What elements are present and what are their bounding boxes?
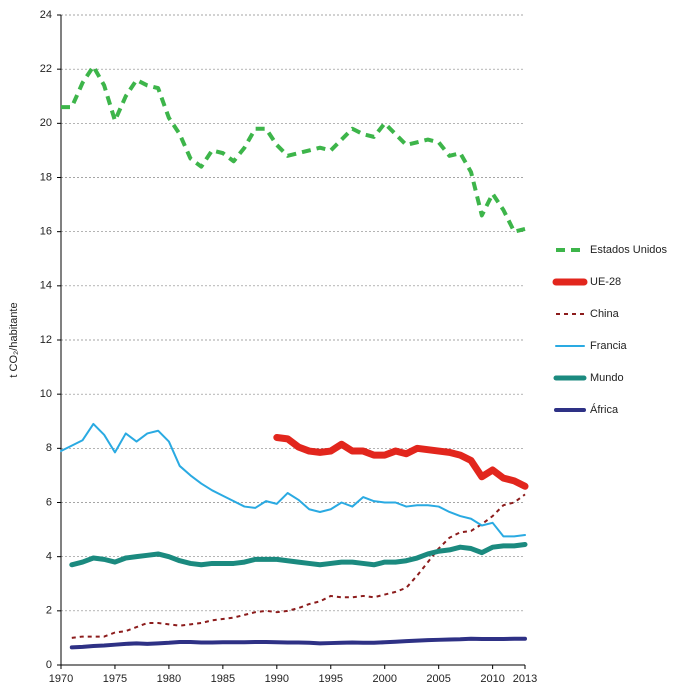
y-axis-label: t CO₂/habitante [8, 302, 20, 377]
y-tick-label: 10 [40, 388, 52, 400]
y-tick-label: 6 [46, 496, 52, 508]
legend-label: Mundo [590, 372, 624, 384]
legend-label: China [590, 308, 620, 320]
x-tick-label: 1990 [265, 673, 289, 685]
x-tick-label: 2013 [513, 673, 537, 685]
x-tick-label: 1985 [211, 673, 235, 685]
y-tick-label: 4 [46, 551, 52, 563]
y-tick-label: 2 [46, 605, 52, 617]
legend-label: UE-28 [590, 276, 621, 288]
line [60, 422, 526, 538]
y-tick-label: 20 [40, 117, 52, 129]
x-tick-label: 2005 [426, 673, 450, 685]
legend-label: África [590, 403, 619, 416]
x-tick-label: 1970 [49, 673, 73, 685]
legend-label: Estados Unidos [590, 244, 668, 256]
x-tick-label: 1995 [319, 673, 343, 685]
x-tick-label: 2000 [372, 673, 396, 685]
line [71, 493, 526, 639]
y-tick-label: 14 [40, 280, 52, 292]
y-tick-label: 22 [40, 63, 52, 75]
y-tick-label: 8 [46, 442, 52, 454]
line [69, 541, 528, 568]
line [69, 636, 527, 650]
y-tick-label: 16 [40, 226, 52, 238]
line [61, 64, 526, 234]
legend-label: Francia [590, 340, 628, 352]
line [273, 434, 529, 490]
x-tick-label: 1980 [157, 673, 181, 685]
y-tick-label: 0 [46, 659, 52, 671]
y-tick-label: 24 [40, 9, 52, 21]
x-tick-label: 1975 [103, 673, 127, 685]
x-tick-label: 2010 [480, 673, 504, 685]
y-tick-label: 18 [40, 171, 52, 183]
y-tick-label: 12 [40, 334, 52, 346]
